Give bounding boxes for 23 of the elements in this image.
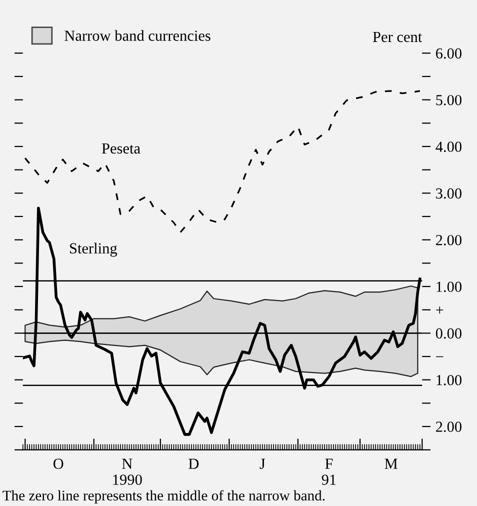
y-tick-label: 2.00 — [436, 422, 462, 432]
y-axis-title: Per cent — [372, 32, 422, 42]
y-tick-label: 0.00 — [436, 328, 462, 339]
x-tick-label: D — [188, 458, 199, 469]
x-tick-label: F 91 — [322, 458, 336, 485]
y-tick-label: 5.00 — [436, 94, 462, 106]
line-series — [24, 90, 421, 234]
y-tick-label: − — [436, 356, 444, 358]
x-tick-label: O — [53, 458, 64, 469]
x-tick-label: J — [260, 458, 266, 469]
x-tick-label: N 1990 — [113, 458, 142, 485]
text: The zero line represents the middle of the narrow band. — [2, 490, 325, 504]
series-label: Peseta — [102, 143, 140, 154]
y-tick-label: + — [436, 306, 444, 314]
y-tick-label: 2.00 — [436, 234, 462, 246]
y-tick-label: 1.00 — [436, 282, 462, 292]
x-tick-label: M — [384, 458, 398, 469]
y-tick-label: 4.00 — [436, 142, 462, 152]
y-tick-label: 6.00 — [436, 48, 462, 59]
y-tick-label: 1.00 — [436, 374, 462, 386]
y-tick-label: 3.00 — [436, 188, 462, 199]
series-label: Sterling — [70, 242, 118, 257]
legend-label: Narrow band currencies — [64, 30, 210, 41]
